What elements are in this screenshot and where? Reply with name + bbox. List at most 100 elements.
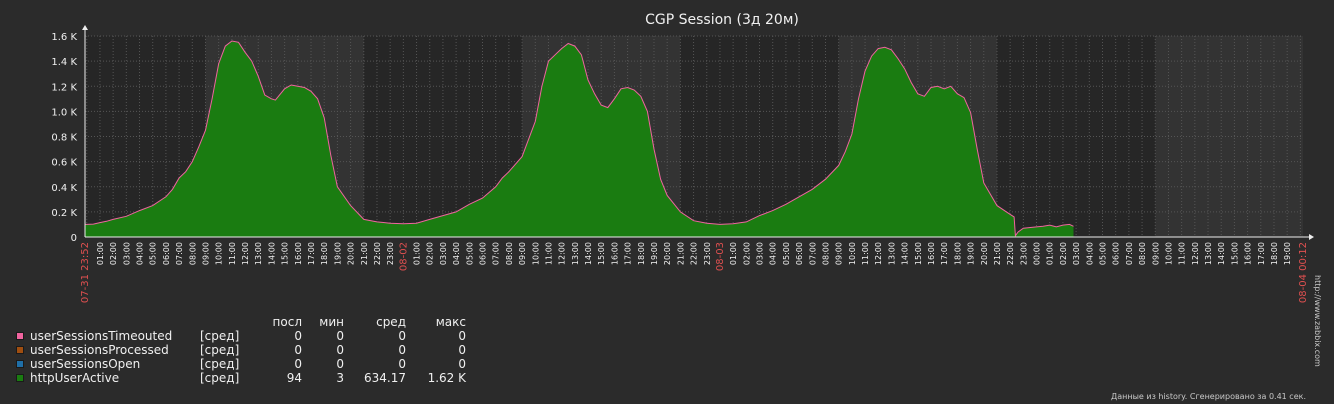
legend-swatch	[16, 360, 24, 368]
x-tick-label: 05:00	[465, 242, 474, 265]
x-tick-label: 02:00	[1059, 242, 1068, 265]
x-tick-label: 23:00	[703, 242, 712, 265]
x-tick-label: 18:00	[1270, 242, 1279, 265]
x-tick-label: 20:00	[980, 242, 989, 265]
x-tick-label: 16:00	[1244, 242, 1253, 265]
x-tick-label: 13:00	[254, 242, 263, 265]
x-tick-label: 07:00	[175, 242, 184, 265]
y-axis-arrow	[82, 25, 88, 30]
x-tick-label: 01:00	[413, 242, 422, 265]
x-tick-label: 13:00	[887, 242, 896, 265]
x-tick-label: 16:00	[927, 242, 936, 265]
legend-item-min: 0	[336, 343, 344, 357]
x-tick-label: 09:00	[201, 242, 210, 265]
y-tick-label: 1.2 K	[51, 82, 77, 93]
legend-swatch	[16, 374, 24, 382]
x-tick-label: 14:00	[901, 242, 910, 265]
legend-item-last: 0	[294, 357, 302, 371]
x-tick-label: 10:00	[848, 242, 857, 265]
legend-item-func: [сред]	[200, 343, 240, 357]
x-tick-label: 03:00	[756, 242, 765, 265]
zabbix-credit: http://www.zabbix.com	[1313, 275, 1322, 367]
x-tick-label: 12:00	[874, 242, 883, 265]
x-tick-label: 11:00	[544, 242, 553, 265]
x-tick-label: 14:00	[267, 242, 276, 265]
x-tick-label: 04:00	[1085, 242, 1094, 265]
x-tick-label: 07:00	[808, 242, 817, 265]
x-tick-label: 09:00	[835, 242, 844, 265]
legend-item-func: [сред]	[200, 357, 240, 371]
y-tick-label: 0.4 K	[51, 183, 77, 194]
legend-item: userSessionsProcessed [сред] 0 0 0 0	[15, 343, 466, 357]
x-tick-label: 10:00	[215, 242, 224, 265]
legend-header: посл мин сред макс	[15, 315, 466, 329]
legend-item-name: userSessionsTimeouted	[30, 329, 173, 343]
legend-header-min: мин	[319, 315, 344, 329]
legend-item-max: 0	[458, 343, 466, 357]
legend-item-name: userSessionsProcessed	[30, 343, 169, 357]
x-tick-label: 20:00	[347, 242, 356, 265]
x-tick-label: 05:00	[149, 242, 158, 265]
x-tick-label: 06:00	[795, 242, 804, 265]
x-tick-label: 21:00	[360, 242, 369, 265]
legend-header-avg: сред	[376, 315, 406, 329]
legend-item-name: httpUserActive	[30, 371, 120, 385]
x-tick-label: 17:00	[940, 242, 949, 265]
x-tick-label: 04:00	[452, 242, 461, 265]
x-tick-label: 22:00	[1006, 242, 1015, 265]
series-line-httpUserActive	[85, 40, 1074, 238]
x-tick-label: 09:00	[1151, 242, 1160, 265]
x-tick-label: 01:00	[729, 242, 738, 265]
x-tick-label: 06:00	[162, 242, 171, 265]
legend-item: userSessionsTimeouted [сред] 0 0 0 0	[15, 329, 466, 343]
legend-item-avg: 0	[398, 343, 406, 357]
x-tick-label: 02:00	[742, 242, 751, 265]
x-tick-label: 06:00	[478, 242, 487, 265]
x-tick-label: 15:00	[597, 242, 606, 265]
legend-item-last: 0	[294, 329, 302, 343]
x-start-label: 07-31 23:52	[80, 242, 91, 303]
x-tick-label: 22:00	[373, 242, 382, 265]
x-tick-label: 04:00	[769, 242, 778, 265]
x-tick-label: 23:00	[386, 242, 395, 265]
x-tick-label: 07:00	[492, 242, 501, 265]
x-tick-label: 08:00	[505, 242, 514, 265]
legend-item-avg: 634.17	[364, 371, 406, 385]
y-tick-label: 0.6 K	[51, 158, 77, 169]
x-tick-label: 03:00	[1072, 242, 1081, 265]
x-tick-label: 07:00	[1125, 242, 1134, 265]
x-tick-label: 21:00	[676, 242, 685, 265]
x-tick-label: 03:00	[122, 242, 131, 265]
x-tick-label: 06:00	[1112, 242, 1121, 265]
x-tick-label: 17:00	[1257, 242, 1266, 265]
x-tick-label: 11:00	[861, 242, 870, 265]
y-tick-label: 0.2 K	[51, 208, 77, 219]
x-tick-label: 02:00	[109, 242, 118, 265]
legend-item-name: userSessionsOpen	[30, 357, 141, 371]
x-tick-label: 19:00	[333, 242, 342, 265]
generation-info: Данные из history. Сгенерировано за 0.41…	[1111, 392, 1306, 401]
legend-item: userSessionsOpen [сред] 0 0 0 0	[15, 357, 466, 371]
x-tick-label: 09:00	[518, 242, 527, 265]
legend-header-last: посл	[272, 315, 302, 329]
legend-item-min: 0	[336, 357, 344, 371]
x-tick-label: 17:00	[307, 242, 316, 265]
x-tick-label: 12:00	[1191, 242, 1200, 265]
x-tick-label: 18:00	[320, 242, 329, 265]
legend-item: httpUserActive [сред] 94 3 634.17 1.62 K	[15, 371, 466, 385]
legend-swatch	[16, 346, 24, 354]
y-tick-label: 1.4 K	[51, 57, 77, 68]
x-tick-label: 05:00	[1098, 242, 1107, 265]
y-tick-label: 0.8 K	[51, 133, 77, 144]
x-tick-label: 19:00	[1283, 242, 1292, 265]
x-tick-label: 15:00	[914, 242, 923, 265]
x-tick-label: 12:00	[241, 242, 250, 265]
x-tick-label: 12:00	[558, 242, 567, 265]
y-tick-label: 1.0 K	[51, 107, 77, 118]
x-tick-label: 10:00	[531, 242, 540, 265]
legend-header-max: макс	[435, 315, 466, 329]
x-tick-label: 16:00	[294, 242, 303, 265]
y-tick-label: 0	[71, 233, 77, 244]
x-tick-label: 08:00	[188, 242, 197, 265]
x-tick-label: 14:00	[584, 242, 593, 265]
